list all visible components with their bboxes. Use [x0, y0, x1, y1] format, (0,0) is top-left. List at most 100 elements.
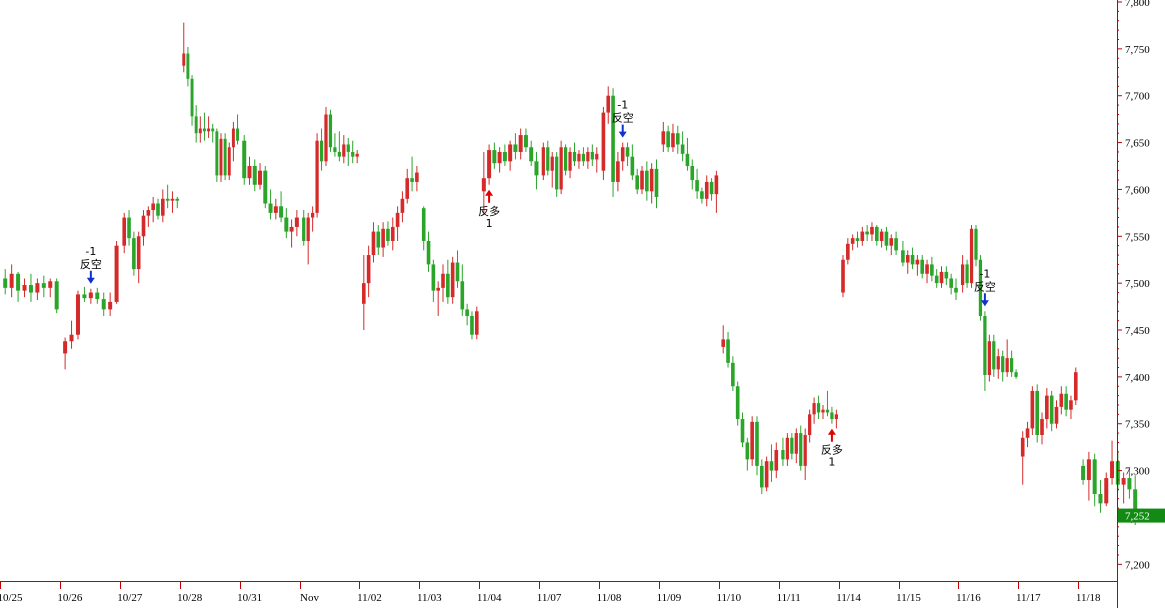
candle-body [794, 433, 798, 454]
candle-body [649, 168, 654, 192]
candle [577, 150, 581, 169]
candle-body [1127, 478, 1132, 490]
candle-body [182, 53, 186, 66]
candle-body [497, 151, 502, 164]
candle [534, 151, 539, 190]
candle-body [905, 255, 910, 263]
candle [965, 259, 969, 288]
candle-body [395, 212, 400, 227]
candle-body [1025, 428, 1030, 438]
candle [88, 288, 93, 304]
candle [311, 206, 315, 232]
candle-body [760, 465, 764, 488]
candle [1040, 412, 1044, 445]
candle [1069, 395, 1073, 420]
candle-body [487, 150, 492, 179]
candle-body [3, 278, 8, 288]
candle-body [136, 236, 141, 270]
candle-body [635, 175, 639, 190]
candle-body [481, 178, 486, 192]
last-price-badge: 7,252 [1118, 508, 1165, 523]
candle [518, 128, 523, 160]
candle [790, 433, 794, 460]
candle [910, 247, 915, 270]
candle-body [690, 166, 695, 181]
candle [441, 264, 445, 302]
candle-body [518, 135, 523, 152]
candle-body [415, 172, 419, 182]
candle [63, 337, 68, 370]
candle-body [132, 238, 136, 270]
candle [182, 22, 186, 73]
candle-body [523, 135, 528, 148]
candle-body [790, 437, 794, 454]
candle-body [41, 283, 46, 288]
candle-body [190, 78, 194, 117]
candle [1127, 468, 1132, 499]
candle-body [616, 161, 620, 182]
candle-body [28, 285, 33, 293]
candle-body [1073, 372, 1078, 401]
candle [1092, 453, 1097, 507]
candle [207, 116, 211, 138]
y-tick-label: 7,500 [1125, 278, 1150, 290]
candle [1064, 386, 1068, 417]
candle-body [764, 461, 769, 488]
candle-body [816, 403, 821, 413]
candle [915, 255, 920, 276]
x-tick-label: 11/15 [896, 592, 921, 604]
candle [781, 437, 785, 466]
candle-body [581, 153, 586, 162]
candle-body [978, 259, 983, 316]
candle-body [992, 341, 996, 370]
candle [236, 114, 239, 145]
candle [714, 170, 719, 213]
candle [324, 106, 328, 167]
candle [1098, 479, 1103, 513]
candle [745, 437, 750, 471]
candle [502, 144, 507, 167]
candle-body [289, 226, 294, 232]
candle-body [431, 264, 436, 291]
candle [263, 166, 268, 209]
candle [446, 259, 450, 304]
candle-body [1059, 393, 1064, 407]
candle-body [376, 231, 381, 248]
x-tick-label: 10/25 [0, 592, 23, 604]
candle [289, 219, 294, 248]
candle [75, 290, 80, 340]
candle-body [1098, 494, 1103, 504]
candle [279, 191, 284, 223]
candle [426, 231, 431, 272]
x-tick-label: 11/11 [777, 592, 801, 604]
candle-body [939, 271, 944, 284]
candle [870, 222, 874, 241]
candle [355, 150, 359, 164]
candle [231, 121, 235, 162]
candle [755, 416, 759, 476]
candle [273, 198, 278, 220]
candle [198, 116, 202, 143]
candle [82, 286, 87, 302]
candle-body [870, 226, 874, 235]
candle-body [75, 294, 80, 335]
candle [465, 303, 469, 326]
candle-body [709, 181, 714, 195]
candle [450, 256, 455, 304]
candle [559, 140, 563, 195]
candle [850, 234, 855, 251]
x-tick-label: 11/07 [537, 592, 562, 604]
candle-body [9, 273, 14, 288]
candle-body [961, 264, 965, 286]
candle [41, 275, 46, 298]
candle [905, 250, 910, 274]
candle [550, 151, 554, 188]
candle-body [974, 228, 978, 260]
x-tick-label: 11/16 [956, 592, 981, 604]
arrow-down-icon-head [980, 300, 989, 307]
candle-body [630, 156, 635, 176]
x-tick-label: 11/09 [657, 592, 682, 604]
candle [992, 334, 996, 377]
